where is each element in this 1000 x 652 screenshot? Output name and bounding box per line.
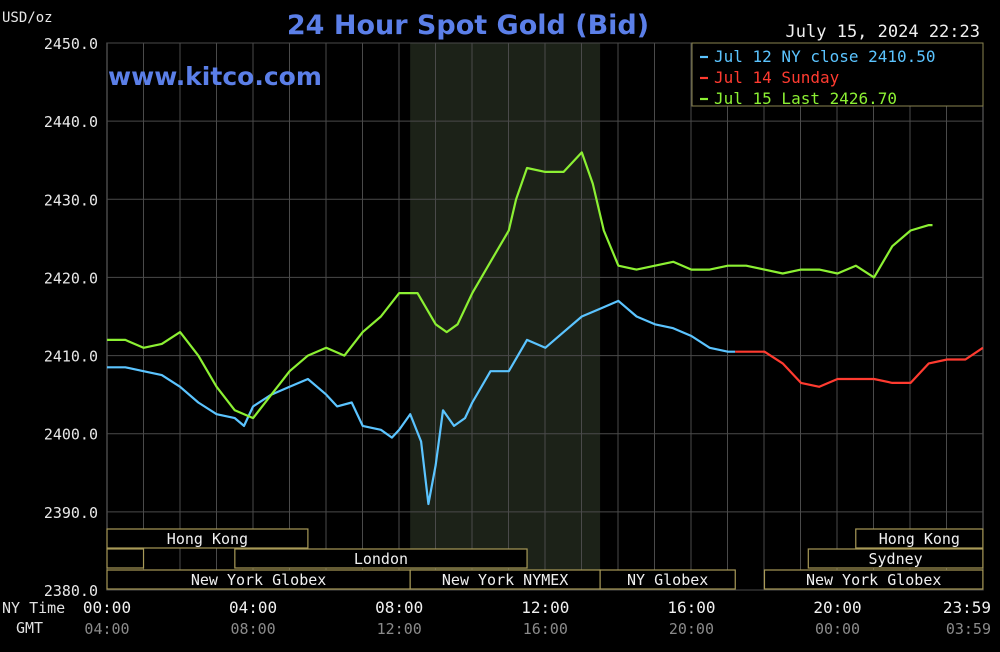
y-tick-label: 2390.0 <box>44 504 98 522</box>
y-tick-label: 2430.0 <box>44 191 98 209</box>
y-tick-label: 2420.0 <box>44 269 98 287</box>
session-label: London <box>354 550 408 568</box>
legend: Jul 12 NY close 2410.50 Jul 14 Sunday Jul … <box>691 42 984 108</box>
grid-layer <box>106 42 984 591</box>
x-tick-label-gmt: 20:00 <box>669 620 714 638</box>
session-label: Sydney <box>868 550 922 568</box>
datetime-label: July 15, 2024 22:23 <box>786 22 980 42</box>
x-tick-label-ny: 20:00 <box>813 598 861 617</box>
y-tick-label: 2410.0 <box>44 348 98 366</box>
y-tick-label: 2450.0 <box>44 35 98 53</box>
ny-time-axis-label: NY Time <box>2 599 65 617</box>
session-box <box>855 528 984 549</box>
x-tick-label-ny: 04:00 <box>229 598 277 617</box>
x-tick-label-ny: 16:00 <box>667 598 715 617</box>
x-tick-label-ny: 23:59 <box>943 598 991 617</box>
x-tick-label-ny: 00:00 <box>83 598 131 617</box>
y-tick-label: 2400.0 <box>44 426 98 444</box>
y-tick-label: 2380.0 <box>44 582 98 600</box>
shaded-band-layer <box>410 43 601 590</box>
x-tick-label-gmt: 08:00 <box>231 620 276 638</box>
legend-entry: Jul 15 Last 2426.70 <box>714 89 897 108</box>
session-box <box>599 569 736 590</box>
legend-items: Jul 12 NY close 2410.50 Jul 14 Sunday Jul … <box>700 47 936 108</box>
y-tick-label: 2440.0 <box>44 113 98 131</box>
nymex-shaded-band <box>410 43 601 590</box>
session-box <box>234 548 528 569</box>
x-tick-label-ny: 08:00 <box>375 598 423 617</box>
chart-title: 24 Hour Spot Gold (Bid) <box>287 10 649 41</box>
x-tick-label-ny: 12:00 <box>521 598 569 617</box>
series-line-1 <box>107 299 736 506</box>
session-label: Hong Kong <box>167 530 248 548</box>
series-line-2 <box>735 346 984 388</box>
x-axis: 00:00 04:00 04:00 08:00 08:00 12:00 12:00 16:00… <box>83 598 991 638</box>
session-box <box>106 548 145 569</box>
gmt-axis-label: GMT <box>16 619 43 637</box>
market-sessions: Hong Kong Hong Kong London Sydney New York G… <box>106 528 984 590</box>
session-label: New York NYMEX <box>442 571 568 589</box>
x-tick-label-gmt: 12:00 <box>377 620 422 638</box>
session-label: New York Globex <box>806 571 941 589</box>
x-tick-label-gmt: 00:00 <box>815 620 860 638</box>
session-label: New York Globex <box>191 571 326 589</box>
session-box <box>106 528 309 549</box>
session-label: Hong Kong <box>879 530 960 548</box>
unit-label: USD/oz <box>2 10 53 26</box>
legend-entry: Jul 14 Sunday <box>714 68 840 87</box>
legend-box <box>691 42 984 107</box>
session-box <box>763 569 984 590</box>
series-line-3 <box>107 151 933 420</box>
session-box <box>807 548 984 569</box>
x-tick-label-gmt: 04:00 <box>84 620 129 638</box>
x-tick-label-gmt: 16:00 <box>523 620 568 638</box>
session-label: NY Globex <box>627 571 708 589</box>
legend-entry: Jul 12 NY close 2410.50 <box>714 47 936 66</box>
x-tick-label-gmt: 03:59 <box>946 620 991 638</box>
y-axis: 2380.0 2390.0 2400.0 2410.0 2420.0 2430.0 2440… <box>44 35 98 600</box>
website-label: www.kitco.com <box>108 62 322 91</box>
series-lines <box>107 151 984 506</box>
